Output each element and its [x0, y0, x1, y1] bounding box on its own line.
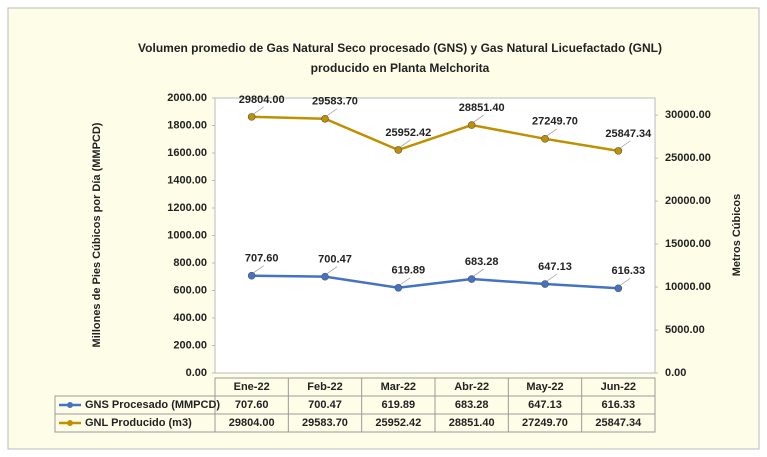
x-tick-label: Mar-22 [381, 381, 416, 393]
table-cell: 29804.00 [229, 417, 275, 429]
data-label: 683.28 [465, 256, 499, 268]
data-label: 29804.00 [239, 94, 285, 106]
y-tick-label: 1800.00 [167, 119, 207, 131]
data-label: 25952.42 [385, 127, 431, 139]
y-tick-label: 1200.00 [167, 202, 207, 214]
series-line [251, 115, 619, 153]
label-leader [253, 265, 264, 273]
data-point [614, 284, 623, 293]
y2-tick-label: 25000.00 [665, 152, 711, 164]
label-leader [253, 106, 264, 115]
y-axis-label: Millones de Pies Cúbicos por Día (MMPCD) [91, 122, 103, 347]
label-leader [620, 277, 631, 286]
y-tick-label: 200.00 [173, 339, 207, 351]
data-point [394, 283, 403, 292]
data-label: 29583.70 [312, 96, 358, 108]
y2-tick-label: 0.00 [665, 367, 686, 379]
data-label: 616.33 [612, 265, 646, 277]
chart-title: Volumen promedio de Gas Natural Seco pro… [138, 41, 662, 55]
data-point [541, 135, 549, 143]
data-label: 700.47 [318, 254, 352, 266]
table-cell: 616.33 [602, 399, 636, 411]
table-cell: 683.28 [455, 399, 489, 411]
legend-label: GNL Producido (m3) [85, 417, 192, 429]
table-cell: 707.60 [235, 399, 269, 411]
x-tick-label: Feb-22 [307, 381, 342, 393]
data-point [614, 147, 623, 155]
y2-tick-label: 30000.00 [665, 109, 711, 121]
y2-tick-label: 20000.00 [665, 195, 711, 207]
label-leader [326, 108, 338, 117]
y-tick-label: 1600.00 [167, 147, 207, 159]
legend-marker [67, 402, 73, 408]
y2-tick-label: 5000.00 [665, 324, 705, 336]
series-line [251, 274, 619, 290]
x-tick-label: May-22 [526, 381, 563, 393]
label-leader [546, 273, 558, 282]
y2-axis-label: Metros Cúbicos [731, 194, 743, 277]
table-cell: 25952.42 [375, 417, 421, 429]
data-point [541, 280, 549, 288]
label-leader [473, 268, 484, 277]
data-point [321, 272, 329, 281]
label-leader [400, 277, 411, 286]
data-point [467, 275, 476, 283]
y-tick-label: 2000.00 [167, 92, 207, 104]
data-point [247, 113, 256, 121]
y-tick-label: 1400.00 [167, 174, 207, 186]
legend-marker [67, 420, 73, 426]
table-cell: 27249.70 [522, 417, 568, 429]
y2-tick-label: 15000.00 [665, 238, 711, 250]
table-cell: 647.13 [528, 399, 562, 411]
x-tick-label: Abr-22 [454, 381, 489, 393]
data-point [394, 146, 403, 154]
chart-title: producido en Planta Melchorita [311, 61, 490, 75]
table-cell: 619.89 [382, 399, 416, 411]
table-cell: 28851.40 [449, 417, 495, 429]
label-leader [473, 114, 484, 123]
table-cell: 700.47 [308, 399, 342, 411]
table-row-frame [54, 413, 656, 433]
label-leader [326, 266, 338, 274]
data-point [467, 121, 476, 129]
data-label: 647.13 [538, 261, 572, 273]
legend-label: GNS Procesado (MMPCD) [85, 399, 220, 411]
data-label: 27249.70 [532, 116, 578, 128]
label-leader [546, 128, 558, 137]
plot-area [214, 97, 656, 374]
y-tick-label: 0.00 [186, 367, 207, 379]
data-label: 619.89 [392, 265, 426, 277]
data-point [247, 271, 256, 280]
x-tick-label: Ene-22 [234, 381, 270, 393]
label-leader [400, 139, 411, 148]
label-leader [620, 140, 631, 149]
data-point [321, 114, 329, 123]
table-cell: 25847.34 [595, 417, 642, 429]
table-cell: 29583.70 [302, 417, 348, 429]
y-tick-label: 400.00 [173, 312, 207, 324]
x-tick-label: Jun-22 [601, 381, 636, 393]
y-tick-label: 1000.00 [167, 229, 207, 241]
data-label: 25847.34 [605, 128, 652, 140]
data-label: 707.60 [245, 253, 279, 265]
y-tick-label: 800.00 [173, 257, 207, 269]
data-label: 28851.40 [459, 102, 505, 114]
y2-tick-label: 10000.00 [665, 281, 711, 293]
y-tick-label: 600.00 [173, 284, 207, 296]
